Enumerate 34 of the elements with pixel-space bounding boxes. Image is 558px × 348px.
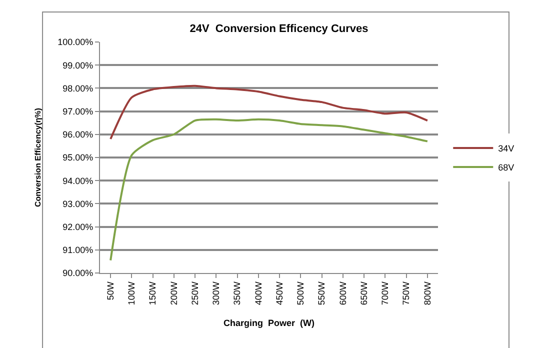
x-tick-label: 100W	[126, 281, 137, 306]
x-tick-label: 500W	[296, 281, 306, 306]
y-tick-label: 96.00%	[62, 130, 94, 140]
x-tick-label: 750W	[401, 281, 412, 306]
x-tick-label: 300W	[211, 281, 222, 306]
x-axis-title: Charging Power (W)	[224, 318, 314, 328]
x-tick-label: 650W	[358, 281, 369, 306]
y-tick-label: 97.00%	[62, 106, 94, 116]
y-tick-label: 91.00%	[62, 245, 94, 256]
legend-label: 34V	[498, 144, 514, 154]
y-tick-label: 99.00%	[62, 60, 94, 70]
x-tick-label: 350W	[232, 281, 242, 306]
chart-title: 24V Conversion Efficency Curves	[190, 23, 368, 36]
x-tick-label: 800W	[422, 281, 432, 306]
x-tick-label: 150W	[148, 281, 158, 306]
x-tick-label: 450W	[274, 281, 284, 306]
y-tick-label: 92.00%	[62, 222, 94, 232]
x-tick-label: 600W	[338, 281, 348, 306]
x-tick-label: 400W	[253, 281, 264, 306]
y-tick-label: 93.00%	[62, 198, 94, 209]
y-tick-label: 95.00%	[62, 152, 94, 163]
legend-label: 68V	[498, 162, 514, 173]
x-tick-label: 700W	[380, 281, 390, 306]
x-tick-label: 200W	[168, 281, 179, 306]
y-tick-label: 94.00%	[62, 176, 94, 186]
line-series	[110, 118, 428, 262]
line-series	[110, 84, 428, 140]
x-tick-label: 50W	[105, 281, 116, 300]
y-tick-label: 90.00%	[62, 268, 94, 278]
y-axis-title: Conversion Efficency(η%)	[33, 108, 42, 208]
y-tick-label: 100.00%	[58, 37, 94, 48]
x-tick-label: 250W	[190, 281, 200, 306]
y-tick-label: 98.00%	[62, 83, 94, 94]
x-tick-label: 550W	[316, 281, 327, 306]
